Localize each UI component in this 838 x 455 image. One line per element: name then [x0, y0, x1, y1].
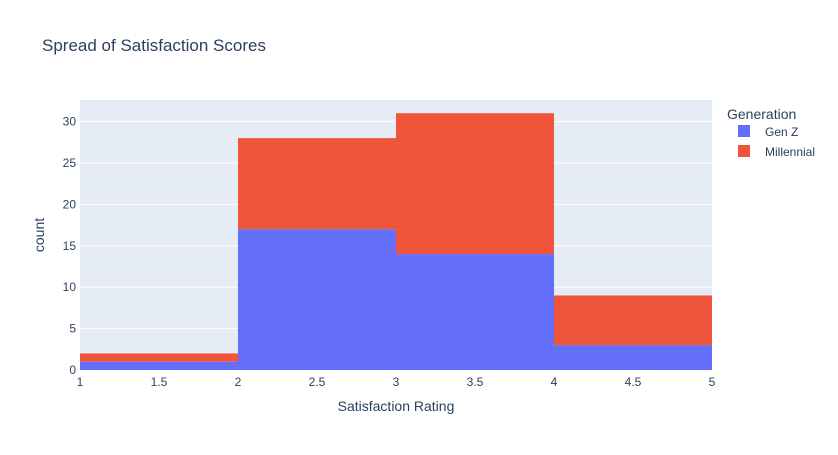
legend-swatch: [738, 145, 750, 157]
x-tick-label: 4.5: [625, 375, 642, 389]
legend-label: Gen Z: [765, 125, 798, 139]
x-axis-title: Satisfaction Rating: [338, 398, 455, 414]
y-tick-label: 10: [63, 280, 77, 294]
x-tick-label: 3.5: [467, 375, 484, 389]
y-tick-label: 20: [63, 197, 77, 211]
x-tick-label: 2: [235, 375, 242, 389]
x-tick-label: 3: [393, 375, 400, 389]
y-tick-label: 0: [69, 363, 76, 377]
x-tick-label: 1: [77, 375, 84, 389]
y-axis-title: count: [31, 218, 47, 252]
legend-items: Gen Z Millennial: [738, 125, 815, 159]
bar-millennial-bin-1: [80, 353, 238, 362]
legend-title: Generation: [727, 106, 796, 122]
bar-gen-z-bin-3: [396, 254, 554, 370]
y-axis-ticks: 0 5 10 15 20 25 30: [63, 115, 77, 377]
y-tick-label: 15: [63, 239, 77, 253]
bars: [80, 113, 712, 370]
legend: Generation Gen Z Millennial: [727, 106, 815, 159]
y-tick-label: 25: [63, 156, 77, 170]
bar-millennial-bin-4: [554, 295, 712, 346]
y-tick-label: 30: [63, 115, 77, 129]
bar-gen-z-bin-2: [238, 229, 396, 370]
bar-gen-z-bin-1: [80, 361, 238, 370]
x-axis-ticks: 1 1.5 2 2.5 3 3.5 4 4.5 5: [77, 375, 716, 389]
bar-gen-z-bin-4: [554, 345, 712, 370]
x-tick-label: 2.5: [309, 375, 326, 389]
bar-millennial-bin-3: [396, 113, 554, 255]
bar-millennial-bin-2: [238, 138, 396, 230]
x-tick-label: 1.5: [151, 375, 168, 389]
legend-label: Millennial: [765, 145, 815, 159]
chart-title: Spread of Satisfaction Scores: [42, 36, 266, 55]
x-tick-label: 5: [709, 375, 716, 389]
x-tick-label: 4: [551, 375, 558, 389]
legend-swatch: [738, 125, 750, 137]
y-tick-label: 5: [69, 322, 76, 336]
